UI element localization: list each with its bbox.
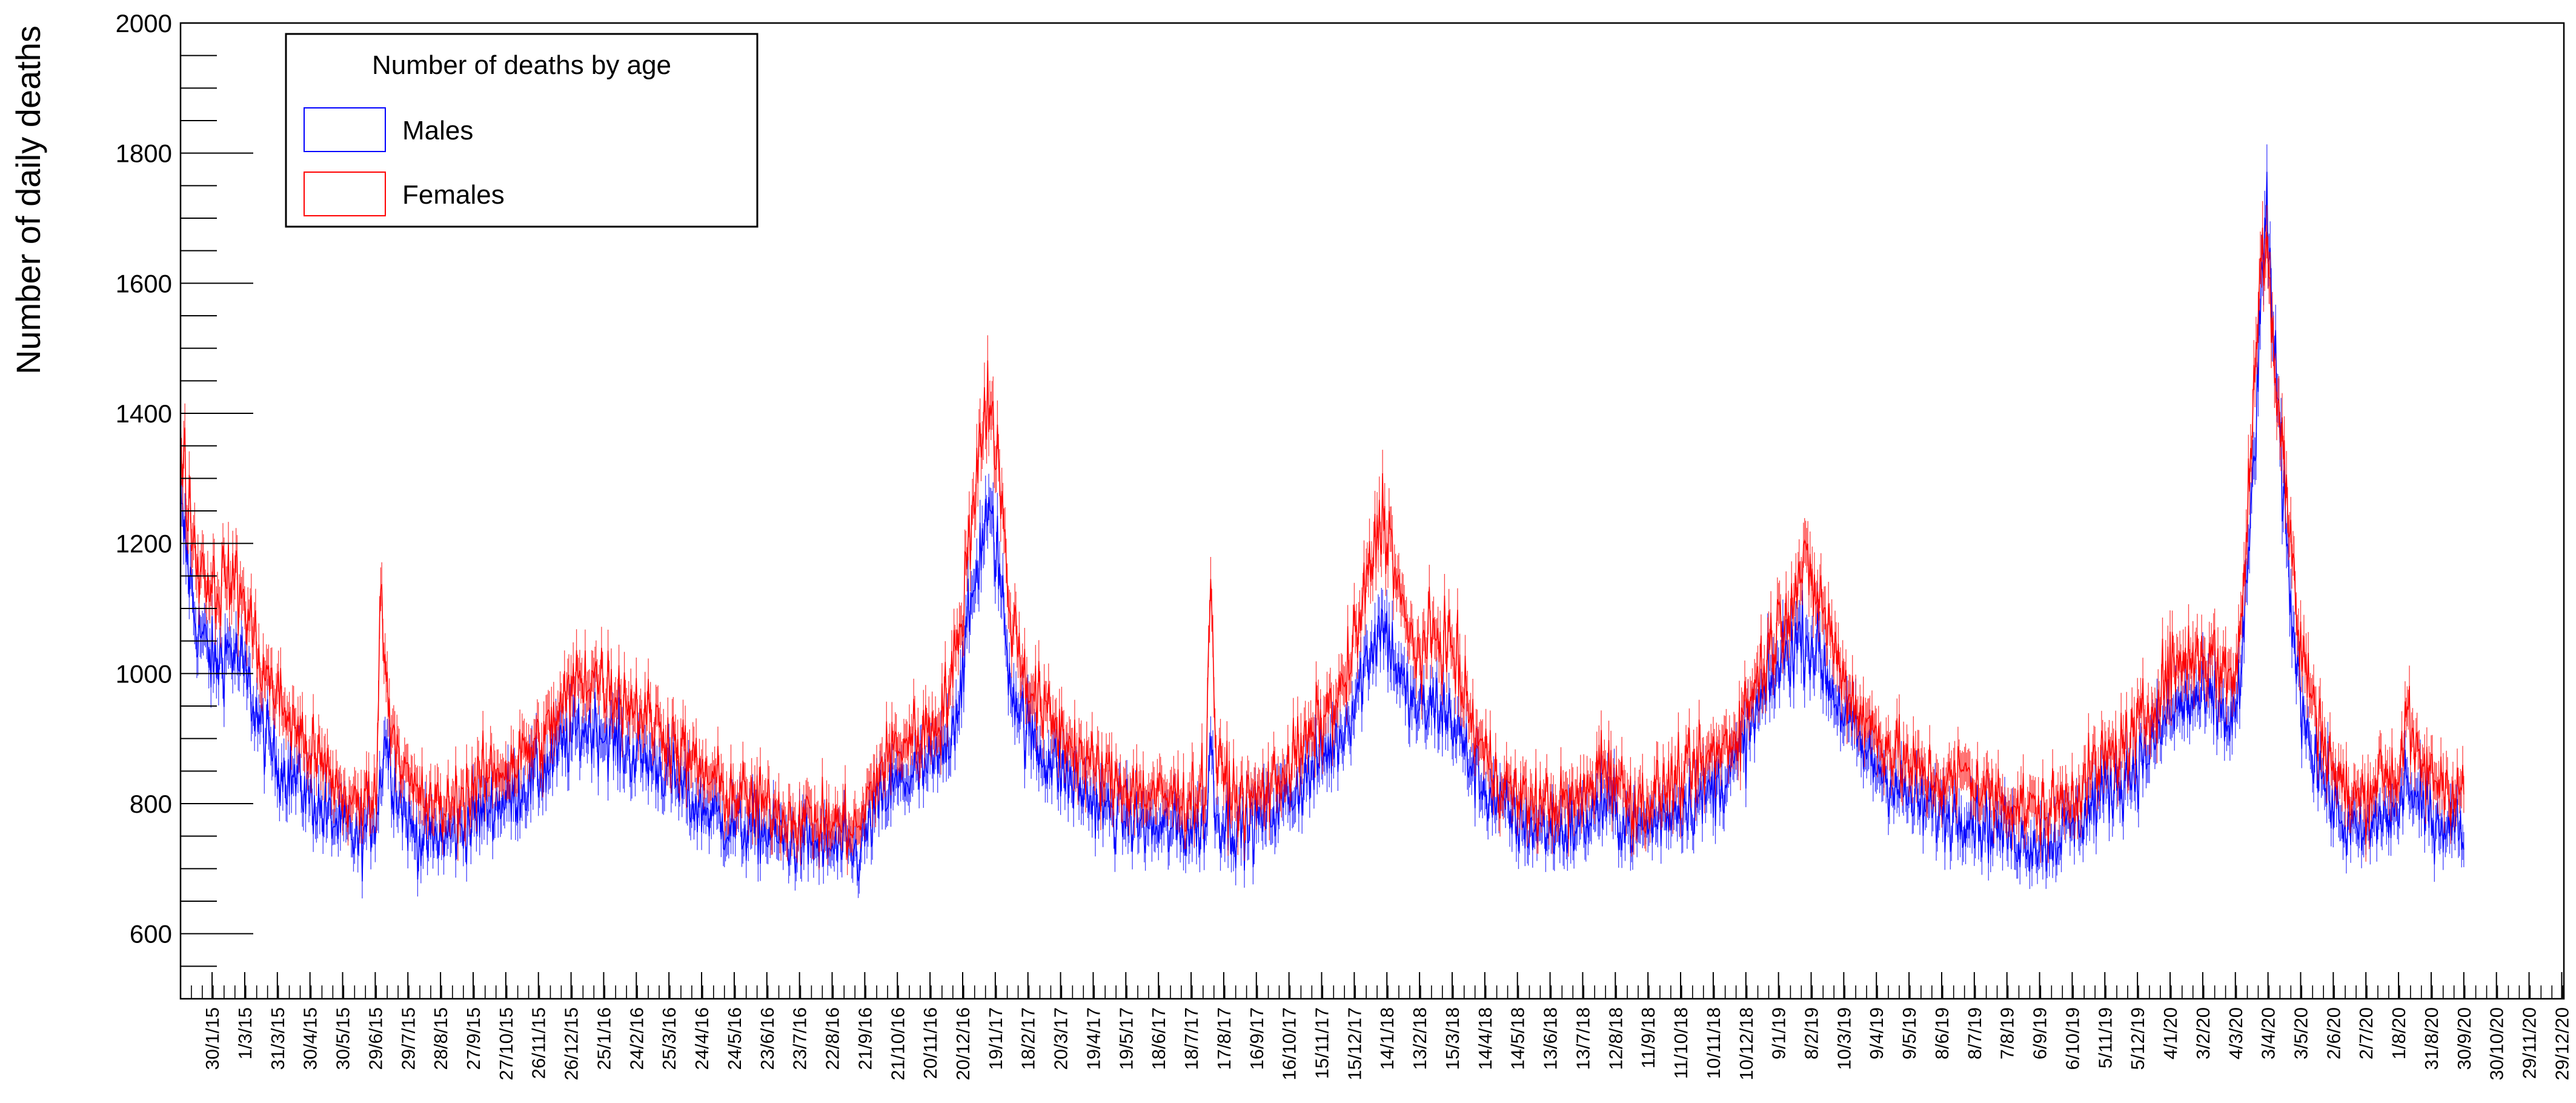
x-tick-label: 30/1/15 (202, 1007, 223, 1070)
x-tick-label: 2/7/20 (2355, 1007, 2377, 1059)
legend-swatch-males (304, 107, 386, 152)
x-tick-label: 18/2/17 (1018, 1007, 1039, 1070)
x-tick-label: 3/5/20 (2291, 1007, 2312, 1059)
x-tick-label: 31/8/20 (2421, 1007, 2442, 1070)
x-tick-label: 18/6/17 (1148, 1007, 1169, 1070)
x-tick-label: 23/7/16 (789, 1007, 811, 1070)
legend-label-females: Females (402, 180, 505, 210)
x-tick-label: 10/11/18 (1703, 1007, 1724, 1079)
x-tick-label: 2/6/20 (2323, 1007, 2344, 1059)
y-tick-label: 1000 (116, 659, 172, 688)
x-tick-label: 11/9/18 (1638, 1007, 1659, 1068)
series-line-females (181, 227, 2465, 858)
x-tick-label: 20/11/16 (920, 1007, 941, 1079)
x-tick-label: 15/11/17 (1312, 1007, 1333, 1079)
x-tick-label: 30/10/20 (2486, 1007, 2508, 1081)
x-tick-label: 9/1/19 (1768, 1007, 1790, 1059)
x-tick-label: 5/11/19 (2094, 1007, 2116, 1068)
x-tick-label: 20/12/16 (952, 1007, 974, 1081)
x-tick-label: 8/6/19 (1931, 1007, 1953, 1059)
legend-box (285, 33, 759, 228)
x-tick-label: 25/1/16 (594, 1007, 615, 1070)
x-tick-label: 29/11/20 (2519, 1007, 2540, 1079)
y-tick-label: 1600 (116, 269, 172, 298)
x-tick-label: 10/3/19 (1833, 1007, 1854, 1070)
x-tick-label: 7/8/19 (1997, 1007, 2018, 1059)
x-tick-label: 10/12/18 (1736, 1007, 1757, 1081)
x-tick-label: 1/8/20 (2388, 1007, 2409, 1059)
x-tick-label: 24/4/16 (691, 1007, 712, 1070)
legend: Number of deaths by age Males Females (285, 33, 759, 228)
x-tick-label: 8/7/19 (1964, 1007, 1985, 1059)
legend-label-males: Males (402, 116, 473, 145)
series-line-males (181, 172, 2465, 882)
x-tick-label: 6/9/19 (2030, 1007, 2051, 1059)
x-tick-label: 14/5/18 (1507, 1007, 1529, 1070)
x-tick-label: 15/3/18 (1442, 1007, 1463, 1070)
y-axis: 600 800 1000 1200 1400 1600 1800 2000 (116, 9, 253, 999)
x-tick-label: 17/8/17 (1213, 1007, 1235, 1070)
x-tick-label: 22/8/16 (822, 1007, 843, 1070)
y-tick-label: 600 (130, 920, 172, 948)
x-tick-label: 18/7/17 (1181, 1007, 1202, 1070)
x-tick-label: 25/3/16 (659, 1007, 680, 1070)
x-tick-label: 15/12/17 (1344, 1007, 1365, 1081)
x-tick-label: 19/5/17 (1115, 1007, 1137, 1070)
y-tick-label: 1400 (116, 399, 172, 428)
x-tick-label: 31/3/15 (267, 1007, 288, 1070)
series-layer (181, 144, 2465, 899)
x-tick-label: 26/11/15 (528, 1007, 549, 1079)
x-tick-label: 13/2/18 (1409, 1007, 1430, 1070)
y-tick-label: 800 (130, 790, 172, 818)
x-tick-label: 24/2/16 (626, 1007, 647, 1070)
x-tick-label: 8/2/19 (1801, 1007, 1822, 1059)
x-tick-label: 14/4/18 (1475, 1007, 1496, 1070)
x-tick-label: 19/4/17 (1083, 1007, 1104, 1070)
x-tick-label: 11/10/18 (1670, 1007, 1691, 1079)
x-tick-label: 30/9/20 (2454, 1007, 2475, 1070)
x-tick-label: 28/8/15 (430, 1007, 451, 1070)
x-tick-label: 27/9/15 (463, 1007, 484, 1070)
y-tick-label: 2000 (116, 9, 172, 38)
y-axis-label: Number of daily deaths (9, 25, 47, 375)
legend-title: Number of deaths by age (372, 50, 671, 80)
x-tick-label: 19/1/17 (985, 1007, 1006, 1070)
legend-swatch-females (304, 172, 386, 216)
x-tick-label: 3/4/20 (2258, 1007, 2279, 1059)
x-tick-label: 30/4/15 (300, 1007, 321, 1070)
x-tick-label: 14/1/18 (1376, 1007, 1398, 1070)
x-tick-label: 13/7/18 (1572, 1007, 1593, 1070)
x-tick-label: 29/6/15 (365, 1007, 386, 1070)
x-tick-label: 12/8/18 (1605, 1007, 1626, 1070)
x-tick-label: 4/3/20 (2225, 1007, 2246, 1059)
series-females (181, 201, 2465, 875)
x-tick-label: 29/7/15 (397, 1007, 419, 1070)
x-tick-label: 1/3/15 (234, 1007, 256, 1059)
x-tick-label: 21/10/16 (887, 1007, 908, 1081)
x-tick-label: 13/6/18 (1540, 1007, 1561, 1070)
x-tick-label: 16/10/17 (1279, 1007, 1300, 1081)
x-tick-label: 6/10/19 (2062, 1007, 2083, 1070)
x-tick-label: 4/1/20 (2160, 1007, 2181, 1059)
x-tick-label: 30/5/15 (333, 1007, 354, 1070)
x-tick-label: 29/12/20 (2551, 1007, 2572, 1081)
x-tick-label: 9/4/19 (1866, 1007, 1887, 1059)
x-axis: 30/1/15 1/3/15 31/3/15 30/4/15 30/5/15 29/6/1… (180, 972, 2572, 1081)
x-tick-label: 20/3/17 (1051, 1007, 1072, 1070)
x-tick-label: 3/2/20 (2193, 1007, 2214, 1059)
x-tick-label: 9/5/19 (1899, 1007, 1920, 1059)
x-tick-label: 27/10/15 (496, 1007, 517, 1081)
x-tick-label: 21/9/16 (854, 1007, 875, 1070)
y-tick-label: 1200 (116, 530, 172, 558)
x-tick-label: 24/5/16 (724, 1007, 745, 1070)
x-tick-label: 26/12/15 (561, 1007, 582, 1081)
x-tick-label: 5/12/19 (2127, 1007, 2148, 1070)
x-tick-label: 23/6/16 (757, 1007, 778, 1070)
y-tick-label: 1800 (116, 139, 172, 168)
x-tick-label: 16/9/17 (1246, 1007, 1267, 1070)
